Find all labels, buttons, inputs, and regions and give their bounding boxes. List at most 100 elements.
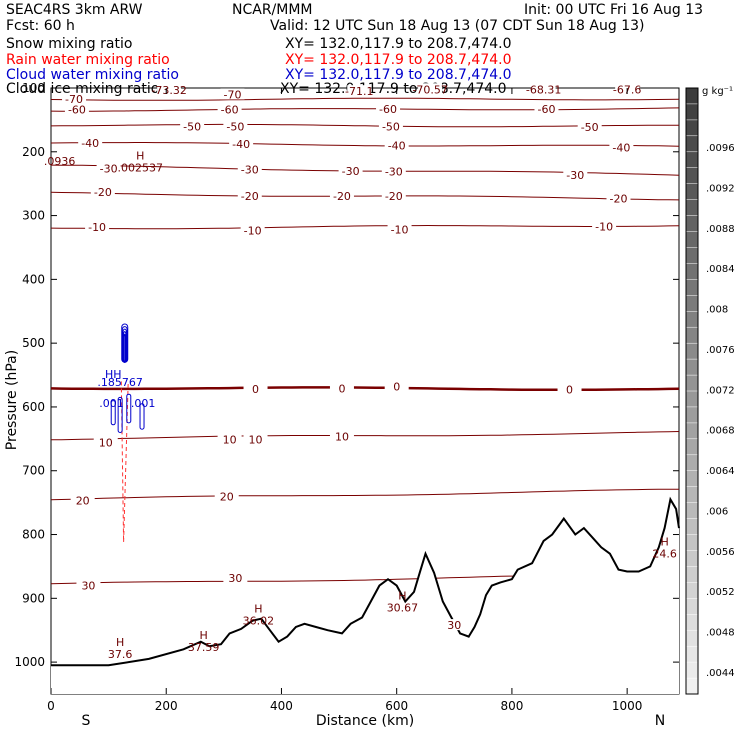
contour-label: -68.31 — [526, 83, 561, 96]
cloud-water-contour — [110, 400, 116, 426]
y-tick-label: 200 — [22, 145, 45, 159]
extremum-marker: H — [254, 602, 262, 615]
contour-label: -10 — [88, 221, 106, 234]
y-tick-label: 900 — [22, 591, 45, 605]
contour-label-bg — [217, 103, 242, 115]
extremum-value: 24.6 — [652, 547, 677, 560]
contour-label-bg — [62, 92, 87, 104]
colorbar-cell — [685, 550, 699, 568]
contour-label-bg — [381, 189, 406, 201]
cloud-water-label: .001 — [99, 397, 124, 410]
extremum-marker: H — [200, 629, 208, 642]
contour-label-bg — [376, 103, 401, 115]
contour-label-bg — [64, 103, 89, 115]
y-tick-label: 1000 — [14, 655, 45, 669]
cloud-water-contour — [123, 333, 126, 363]
colorbar-cell — [685, 87, 699, 105]
colorbar-tick-label: .0068 — [706, 426, 735, 437]
colorbar-unit: g kg⁻¹ — [702, 86, 733, 97]
contour-label-bg — [76, 579, 101, 591]
colorbar-cell — [685, 454, 699, 472]
contour-label-bg — [418, 83, 443, 95]
colorbar-cell — [685, 311, 699, 328]
contour-label: -20 — [94, 186, 112, 199]
contour-label: -20 — [610, 192, 628, 205]
x-tick-label: 400 — [270, 699, 293, 713]
y-tick-label: 400 — [22, 272, 45, 286]
contour-label: -40 — [388, 139, 406, 152]
colorbar-tick-label: .006 — [706, 507, 728, 518]
contour-label: -70.57 — [412, 83, 447, 96]
y-tick-label: 500 — [22, 336, 45, 350]
y-tick-label: 700 — [22, 464, 45, 478]
contour-label-bg — [609, 141, 634, 153]
x-tick-label: 0 — [47, 699, 55, 713]
field-label-snow: Snow mixing ratio — [6, 36, 133, 52]
field-label-cloud-ice: Cloud ice mixing ratio — [6, 81, 160, 97]
extremum-value: .0936 — [44, 155, 76, 168]
init-time: Init: 00 UTC Fri 16 Aug 13 — [524, 2, 704, 18]
model-title: SEAC4RS 3km ARW — [6, 2, 143, 18]
contour-label: -40 — [612, 141, 630, 154]
contour-label-bg — [381, 165, 406, 177]
colorbar-tick-label: .0048 — [706, 628, 735, 639]
left-end-label: S — [82, 713, 91, 729]
contour-label: -70 — [65, 93, 83, 106]
contour-label-bg — [217, 433, 242, 445]
contour-label: -71.1 — [345, 85, 373, 98]
contour-label: 0 — [393, 381, 400, 394]
cloud-water-label: .185767 — [97, 376, 143, 389]
colorbar-cell — [685, 677, 699, 695]
colorbar-cell — [685, 119, 699, 137]
colorbar-cell — [685, 614, 699, 631]
org-label: NCAR/MMM — [232, 2, 313, 18]
contour-label-bg — [237, 163, 262, 175]
field-xy-cloud-water: XY= 132.0,117.9 to 208.7,474.0 — [285, 67, 512, 83]
x-tick-label: 200 — [155, 699, 178, 713]
colorbar-cell — [685, 374, 699, 392]
contour-label: -40 — [81, 137, 99, 150]
contour-label: -30 — [241, 164, 259, 177]
contour-label-bg — [387, 223, 412, 235]
contour-label: -10 — [391, 224, 409, 237]
colorbar-tick-label: .0096 — [706, 143, 735, 154]
temperature-contour-line — [50, 123, 679, 128]
contour-label-bg — [223, 571, 248, 583]
contour-label-bg — [577, 120, 602, 132]
colorbar-cell — [685, 598, 699, 615]
colorbar-cell — [685, 247, 699, 265]
colorbar-tick-label: .0092 — [706, 183, 735, 194]
contour-label-bg — [347, 85, 372, 97]
contour-label-bg — [237, 189, 262, 201]
extremum-value: .002537 — [118, 161, 164, 174]
field-xy-snow: XY= 132.0,117.9 to 208.7,474.0 — [285, 36, 512, 52]
colorbar-cell — [685, 199, 699, 217]
x-tick-label: 600 — [385, 699, 408, 713]
colorbar-tick-label: .0088 — [706, 224, 735, 235]
contour-label-bg — [329, 430, 354, 442]
contour-label: -73.32 — [151, 84, 186, 97]
contour-label: 30 — [228, 572, 242, 585]
colorbar-cell — [685, 661, 699, 679]
contour-label-bg — [180, 120, 205, 132]
colorbar-cell — [685, 279, 699, 297]
contour-label-bg — [563, 168, 588, 180]
contour-label: 10 — [99, 437, 113, 450]
x-axis-title: Distance (km) — [316, 713, 414, 729]
contour-label: 0 — [566, 384, 573, 397]
contour-label: -20 — [241, 190, 259, 203]
colorbar-cell — [685, 295, 699, 312]
contour-label: -30 — [100, 162, 118, 175]
y-tick-label: 600 — [22, 400, 45, 414]
extremum-value: 30.67 — [387, 602, 419, 615]
contour-label: -60 — [221, 104, 239, 117]
rain-water-contour — [120, 381, 129, 543]
temperature-contour-line — [50, 191, 680, 201]
contour-label: -30 — [385, 166, 403, 179]
y-axis-title: Pressure (hPa) — [4, 350, 20, 450]
contour-label: -60 — [379, 103, 397, 116]
contour-label-bg — [240, 224, 265, 236]
cloud-water-label: HH — [105, 368, 122, 381]
y-tick-label: 100 — [22, 81, 45, 95]
